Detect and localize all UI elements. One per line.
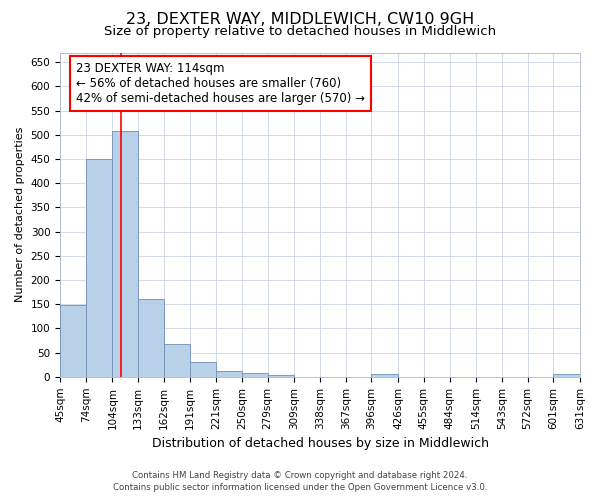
Bar	[216, 370, 242, 377]
Text: 23, DEXTER WAY, MIDDLEWICH, CW10 9GH: 23, DEXTER WAY, MIDDLEWICH, CW10 9GH	[126, 12, 474, 28]
Bar	[86, 159, 112, 377]
X-axis label: Distribution of detached houses by size in Middlewich: Distribution of detached houses by size …	[152, 437, 488, 450]
Bar	[60, 305, 86, 377]
Bar	[112, 132, 138, 377]
Text: Contains HM Land Registry data © Crown copyright and database right 2024.
Contai: Contains HM Land Registry data © Crown c…	[113, 471, 487, 492]
Bar	[138, 300, 164, 377]
Text: 23 DEXTER WAY: 114sqm
← 56% of detached houses are smaller (760)
42% of semi-det: 23 DEXTER WAY: 114sqm ← 56% of detached …	[76, 62, 365, 105]
Bar	[164, 344, 190, 377]
Bar	[371, 374, 398, 377]
Text: Size of property relative to detached houses in Middlewich: Size of property relative to detached ho…	[104, 24, 496, 38]
Bar	[190, 362, 216, 377]
Y-axis label: Number of detached properties: Number of detached properties	[15, 127, 25, 302]
Bar	[242, 373, 268, 377]
Bar	[268, 375, 294, 377]
Bar	[553, 374, 580, 377]
